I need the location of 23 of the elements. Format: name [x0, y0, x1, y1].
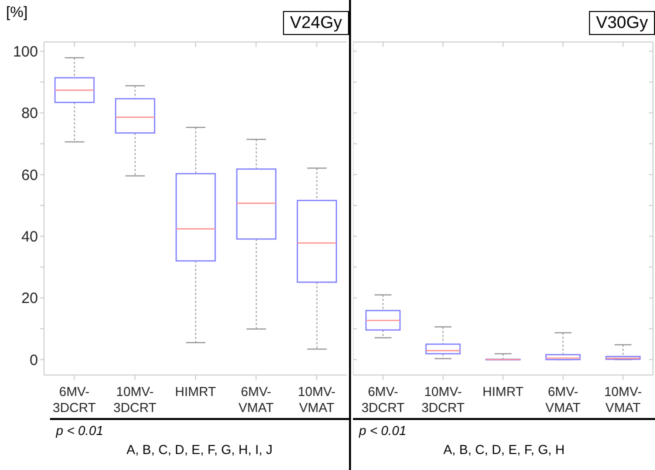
x-tick-label: 6MV-3DCRT	[361, 384, 405, 415]
y-tick-label: 80	[21, 105, 38, 122]
chart-title: V24Gy	[283, 11, 349, 35]
text: A, B, C, D, E, F, G, H	[442, 442, 566, 457]
x-tick-label: 6MV-3DCRT	[52, 384, 96, 415]
x-tick-label: 6MV-VMAT	[545, 384, 581, 415]
text: p < 0.01	[56, 423, 104, 438]
y-tick-label: 100	[12, 44, 38, 61]
x-tick-label: 6MV-VMAT	[238, 384, 274, 415]
text: p < 0.01	[359, 423, 408, 438]
x-tick-label: 10MV-3DCRT	[113, 384, 157, 415]
text: A, B, C, D, E, F, G, H, I, J	[126, 442, 274, 457]
y-tick-label: 60	[21, 166, 38, 184]
y-axis-title: [%]	[6, 4, 28, 21]
y-tick-label: 40	[21, 228, 38, 246]
y-tick-label: 20	[21, 290, 38, 308]
x-tick-label: 10MV-3DCRT	[421, 384, 465, 415]
x-tick-label: HIMRT	[482, 384, 524, 399]
y-tick-label: 0	[30, 352, 38, 369]
x-tick-label: 10MV-VMAT	[604, 384, 642, 415]
x-tick-label: HIMRT	[175, 384, 216, 399]
chart-title: V30Gy	[589, 11, 655, 35]
x-tick-label: 10MV-VMAT	[298, 384, 336, 415]
